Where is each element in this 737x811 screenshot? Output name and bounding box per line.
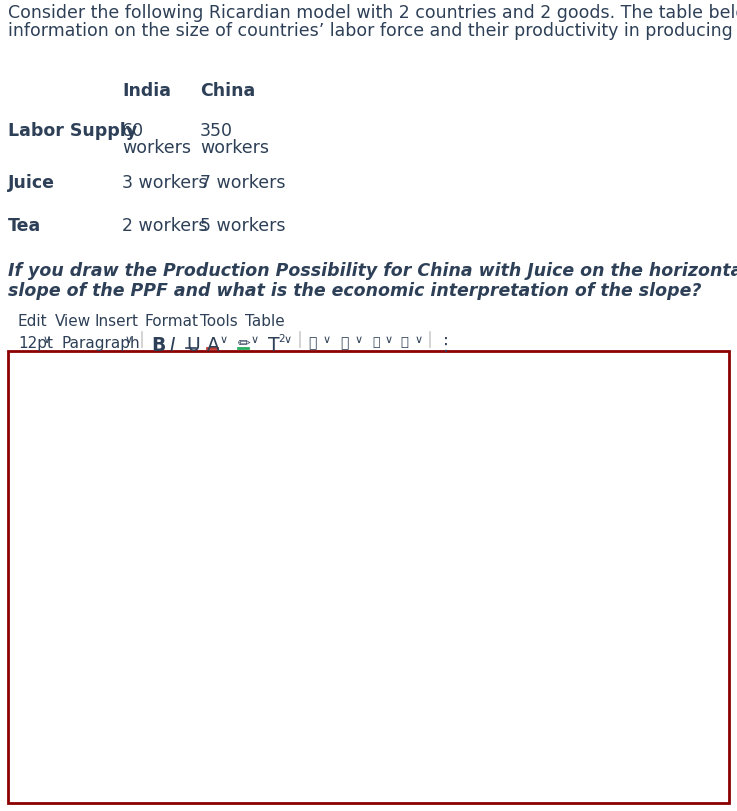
Text: ∨: ∨: [125, 335, 133, 345]
Text: ✏: ✏: [238, 336, 251, 350]
Text: ⋮: ⋮: [437, 336, 455, 354]
Text: 7 workers: 7 workers: [200, 174, 285, 191]
Text: B: B: [151, 336, 165, 354]
Text: Labor Supply: Labor Supply: [8, 122, 137, 139]
FancyBboxPatch shape: [8, 351, 729, 803]
Text: I: I: [170, 336, 175, 354]
Text: ∨: ∨: [323, 335, 331, 345]
Text: India: India: [122, 82, 171, 100]
Text: Table: Table: [245, 314, 284, 328]
Text: slope of the PPF and what is the economic interpretation of the slope?: slope of the PPF and what is the economi…: [8, 281, 702, 299]
Text: If you draw the Production Possibility for China with Juice on the horizontal ax: If you draw the Production Possibility f…: [8, 262, 737, 280]
Text: ∨: ∨: [284, 335, 292, 345]
Text: workers: workers: [200, 139, 269, 157]
Text: Paragraph: Paragraph: [62, 336, 141, 350]
Text: A: A: [207, 336, 220, 354]
Text: 60: 60: [122, 122, 144, 139]
Text: ∨: ∨: [251, 335, 259, 345]
Text: Juice: Juice: [8, 174, 55, 191]
Text: information on the size of countries’ labor force and their productivity in prod: information on the size of countries’ la…: [8, 22, 737, 40]
Text: Consider the following Ricardian model with 2 countries and 2 goods. The table b: Consider the following Ricardian model w…: [8, 4, 737, 22]
Text: China: China: [200, 82, 255, 100]
Text: 350: 350: [200, 122, 233, 139]
Text: 2 workers: 2 workers: [122, 217, 208, 234]
Text: Tools: Tools: [200, 314, 238, 328]
Text: Tea: Tea: [8, 217, 41, 234]
Text: 📄: 📄: [400, 336, 408, 349]
Text: ∨: ∨: [415, 335, 423, 345]
Text: T: T: [268, 336, 279, 354]
Text: Insert: Insert: [95, 314, 139, 328]
Text: ∨: ∨: [220, 335, 228, 345]
Text: workers: workers: [122, 139, 191, 157]
Text: ∨: ∨: [355, 335, 363, 345]
Text: View: View: [55, 314, 91, 328]
Text: U: U: [186, 336, 200, 354]
Text: Edit: Edit: [18, 314, 48, 328]
Text: 2: 2: [278, 333, 284, 344]
Text: 3 workers: 3 workers: [122, 174, 208, 191]
Text: ∨: ∨: [385, 335, 393, 345]
Text: ∨: ∨: [43, 335, 51, 345]
Text: Format: Format: [145, 314, 199, 328]
Text: 📹: 📹: [372, 336, 380, 349]
Text: 5 workers: 5 workers: [200, 217, 285, 234]
Text: 🔗: 🔗: [308, 336, 316, 350]
Text: 🖼: 🖼: [340, 336, 349, 350]
Text: 12pt: 12pt: [18, 336, 53, 350]
